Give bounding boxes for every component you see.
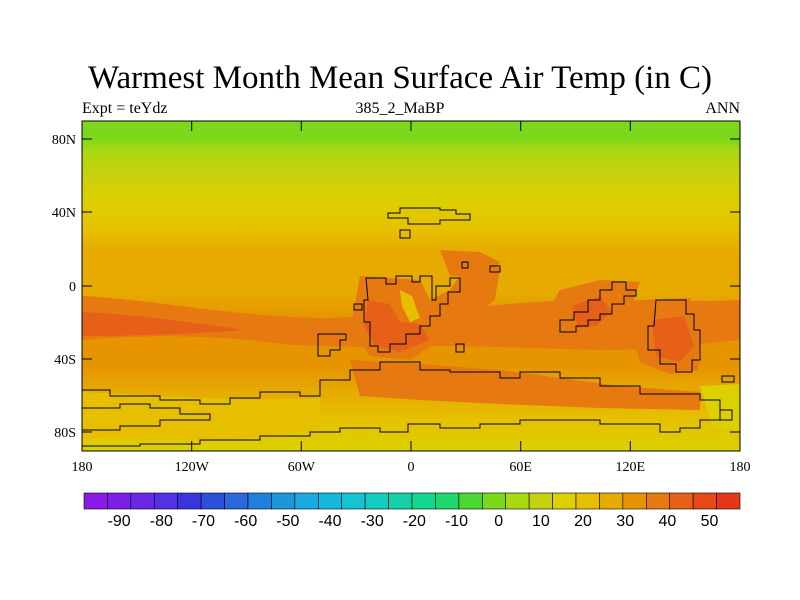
colorbar-swatch <box>599 492 624 510</box>
pacific-hot-band <box>82 312 245 336</box>
africa-hottest-core <box>364 300 430 352</box>
colorbar-label: -10 <box>445 513 468 530</box>
coastline-asia-block <box>559 281 637 333</box>
colorbar-swatch <box>364 492 389 510</box>
coastline-small-bits <box>353 261 501 353</box>
colorbar-swatch <box>505 492 530 510</box>
colorbar-label: -50 <box>276 513 299 530</box>
coastline-northern-island <box>387 207 471 225</box>
coastline-small-island <box>399 229 411 239</box>
lat-axis: 80N 40N 0 40S 80S <box>52 133 740 441</box>
season-label: ANN <box>705 100 740 117</box>
colorbar-label: 0 <box>494 513 503 530</box>
lon-label-0: 0 <box>408 460 415 475</box>
lon-axis: 180 120W 60W 0 60E 120E 180 <box>72 121 751 475</box>
colorbar-label: -20 <box>403 513 426 530</box>
period-label: 385_2_MaBP <box>355 100 445 117</box>
lon-label-60e: 60E <box>509 460 532 475</box>
colorbar-swatch <box>247 492 272 510</box>
colorbar-swatch <box>411 492 436 510</box>
colorbar-label: -80 <box>150 513 173 530</box>
colorbar-swatch <box>317 492 343 510</box>
lat-label-80s: 80S <box>54 426 76 441</box>
colorbar-swatch <box>481 492 507 510</box>
colorbar-swatch <box>224 492 249 510</box>
experiment-label: Expt = teYdz <box>82 100 168 117</box>
coastline-west-blob <box>317 333 347 357</box>
colorbar-label: -90 <box>108 513 131 530</box>
colorbar-swatch <box>669 492 694 510</box>
lat-label-80n: 80N <box>52 133 76 148</box>
colorbar-swatch <box>575 492 600 510</box>
colorbar-swatch <box>645 492 671 510</box>
lon-label-180w: 180 <box>72 460 93 475</box>
southern-continent-hot <box>350 360 700 410</box>
colorbar-swatch <box>692 492 717 510</box>
colorbar-swatch <box>83 492 108 510</box>
colorbar-swatch <box>153 492 179 510</box>
colorbar-swatch <box>341 492 366 510</box>
colorbar-swatch <box>622 492 647 510</box>
africa-cool-ridge <box>400 290 420 322</box>
lon-label-120e: 120E <box>616 460 646 475</box>
lat-label-40n: 40N <box>52 206 76 221</box>
colorbar-swatch <box>294 492 319 510</box>
lat-label-0: 0 <box>69 280 76 295</box>
colorbar-label: 10 <box>532 513 550 530</box>
southern-cool-lobe <box>82 392 320 440</box>
lon-label-60w: 60W <box>288 460 316 475</box>
lon-label-120w: 120W <box>175 460 210 475</box>
coastline-southwest-lobe <box>82 403 211 431</box>
colorbar-swatch <box>107 492 132 510</box>
colorbar-swatch <box>271 492 296 510</box>
colorbar-swatch <box>528 492 553 510</box>
colorbar-swatch <box>388 492 413 510</box>
lat-label-40s: 40S <box>54 353 76 368</box>
colorbar-swatch <box>200 492 225 510</box>
coastline-australia-block <box>647 299 701 373</box>
colorbar-swatch <box>458 492 483 510</box>
colorbar-label: -60 <box>234 513 257 530</box>
coastline-east-bits <box>719 375 735 421</box>
lon-label-180e: 180 <box>730 460 751 475</box>
colorbar: -90 -80 -70 -60 -50 -40 -30 -20 -10 0 10 20 30 40 50 <box>83 492 741 530</box>
colorbar-label: -70 <box>192 513 215 530</box>
colorbar-label: 40 <box>658 513 676 530</box>
colorbar-label: -40 <box>318 513 341 530</box>
colorbar-swatch <box>435 492 460 510</box>
coastline-southern-continent <box>82 361 721 447</box>
coastline-africa-block <box>363 275 461 353</box>
map-title: Warmest Month Mean Surface Air Temp (in … <box>87 60 713 96</box>
colorbar-label: 20 <box>574 513 592 530</box>
colorbar-swatch <box>177 492 202 510</box>
colorbar-label: -30 <box>361 513 384 530</box>
north-africa-hot <box>440 250 500 278</box>
colorbar-label: 50 <box>701 513 719 530</box>
australia-hottest-core <box>652 316 694 362</box>
colorbar-swatch <box>130 492 155 510</box>
asia-hottest-core <box>572 296 612 328</box>
colorbar-label: 30 <box>616 513 634 530</box>
coastlines <box>82 207 735 447</box>
colorbar-swatch <box>552 492 577 510</box>
colorbar-swatch <box>716 492 741 510</box>
